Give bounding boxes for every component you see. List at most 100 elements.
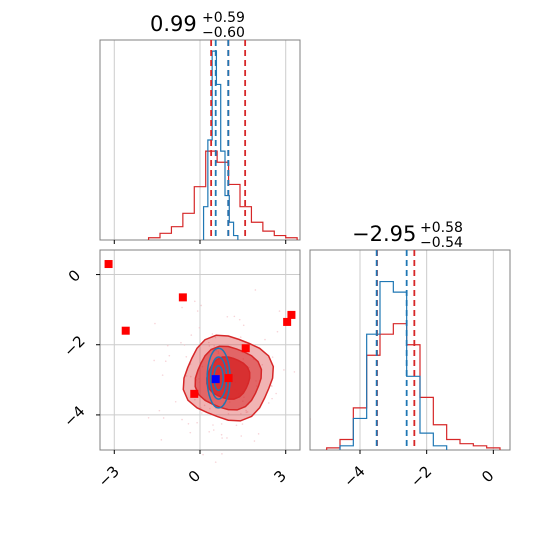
sample-dot bbox=[208, 430, 210, 433]
sample-dot bbox=[235, 424, 238, 427]
sample-dot bbox=[226, 437, 228, 439]
sample-dot bbox=[154, 322, 156, 325]
sample-dot bbox=[254, 289, 257, 291]
sample-dot bbox=[253, 440, 256, 442]
sample-dot bbox=[153, 359, 155, 362]
red-histogram-step bbox=[147, 150, 298, 240]
sample-dot bbox=[293, 371, 296, 373]
sample-dot bbox=[226, 315, 229, 318]
sample-dot bbox=[283, 369, 285, 371]
red-point-marker bbox=[224, 374, 233, 383]
sample-dot bbox=[278, 310, 281, 312]
sample-dot bbox=[221, 437, 223, 439]
sample-dot bbox=[174, 400, 177, 403]
sample-dot bbox=[181, 306, 183, 309]
sample-dot bbox=[196, 421, 198, 424]
sample-dot bbox=[271, 385, 273, 387]
param2-title-plus: +0.58 bbox=[420, 220, 463, 236]
sample-dot bbox=[276, 330, 279, 333]
sample-dot bbox=[261, 363, 264, 366]
sample-dot bbox=[246, 411, 249, 413]
sample-dot bbox=[240, 413, 242, 415]
sample-dot bbox=[211, 333, 214, 335]
sample-dot bbox=[209, 407, 211, 410]
joint-contour-panel: −3 0 3 0 −2 −4 bbox=[60, 249, 312, 491]
x-tick-label: 3 bbox=[270, 467, 289, 486]
sample-dot bbox=[238, 318, 241, 321]
red-histogram-step bbox=[326, 323, 501, 450]
y-tick-label: 0 bbox=[65, 266, 84, 285]
sample-dot bbox=[275, 392, 277, 395]
sample-dot bbox=[198, 326, 201, 329]
param2-title-minus: −0.54 bbox=[420, 235, 463, 251]
sample-dot bbox=[161, 374, 164, 376]
sample-dot bbox=[185, 375, 188, 377]
x-tick-label: −4 bbox=[340, 462, 368, 490]
sample-dot bbox=[162, 417, 165, 419]
y-tick-label: −4 bbox=[60, 402, 88, 430]
blue-point-marker bbox=[211, 375, 220, 384]
param2-title: −2.95 bbox=[352, 222, 416, 246]
sample-dot bbox=[203, 404, 206, 407]
param2-title-value: −2.95 bbox=[352, 222, 416, 246]
sample-dot bbox=[214, 461, 217, 463]
param1-title-plus: +0.59 bbox=[202, 10, 245, 26]
sample-dot bbox=[208, 345, 211, 347]
sample-dot bbox=[200, 407, 202, 409]
param1-title-minus: −0.60 bbox=[202, 25, 245, 41]
x-tick-label: 0 bbox=[185, 467, 204, 486]
red-point-marker bbox=[178, 293, 187, 302]
red-point-marker bbox=[121, 326, 130, 335]
sample-dot bbox=[242, 324, 245, 327]
param2-histogram-panel: −4 −2 0 bbox=[309, 249, 511, 491]
sample-dot bbox=[214, 336, 217, 339]
sample-dot bbox=[271, 397, 273, 400]
sample-dot bbox=[202, 453, 204, 456]
sample-dot bbox=[200, 304, 203, 307]
sample-dot bbox=[267, 402, 270, 404]
sample-dot bbox=[168, 354, 171, 357]
sample-dot bbox=[221, 453, 223, 455]
sample-dot bbox=[194, 398, 196, 401]
sample-dot bbox=[158, 409, 161, 412]
sample-dot bbox=[257, 433, 260, 435]
sample-dot bbox=[196, 310, 199, 312]
sample-dot bbox=[220, 423, 223, 425]
blue-histogram-step bbox=[202, 50, 239, 240]
blue-histogram-step bbox=[339, 280, 448, 450]
sample-dot bbox=[190, 334, 193, 336]
sample-dot bbox=[147, 416, 150, 419]
sample-dot bbox=[185, 355, 188, 358]
red-point-marker bbox=[190, 389, 199, 398]
red-point-marker bbox=[283, 317, 292, 326]
param1-histogram-panel bbox=[99, 39, 301, 244]
sample-dot bbox=[264, 338, 266, 341]
sample-dot bbox=[241, 423, 244, 425]
sample-dot bbox=[187, 422, 190, 425]
sample-dot bbox=[220, 433, 223, 436]
sample-dot bbox=[166, 344, 169, 347]
red-point-marker bbox=[287, 310, 296, 319]
sample-dot bbox=[245, 411, 248, 414]
sample-dot bbox=[245, 409, 247, 412]
param1-title-value: 0.99 bbox=[150, 12, 197, 36]
sample-dot bbox=[212, 429, 215, 431]
x-tick-label: −3 bbox=[95, 462, 123, 490]
y-tick-label: −2 bbox=[60, 332, 88, 360]
param1-title: 0.99 bbox=[150, 12, 197, 36]
sample-dot bbox=[180, 341, 182, 344]
param2-frame bbox=[309, 249, 511, 451]
sample-dot bbox=[164, 360, 167, 363]
x-tick-label: 0 bbox=[478, 467, 497, 486]
red-point-marker bbox=[104, 260, 113, 269]
sample-dot bbox=[233, 315, 236, 318]
sample-dot bbox=[181, 418, 183, 421]
sample-dot bbox=[200, 412, 203, 414]
sample-dot bbox=[189, 375, 192, 378]
sample-dot bbox=[189, 431, 192, 434]
sample-dot bbox=[227, 413, 230, 415]
sample-dot bbox=[160, 439, 163, 441]
sample-dot bbox=[183, 344, 186, 346]
sample-dot bbox=[208, 341, 210, 344]
